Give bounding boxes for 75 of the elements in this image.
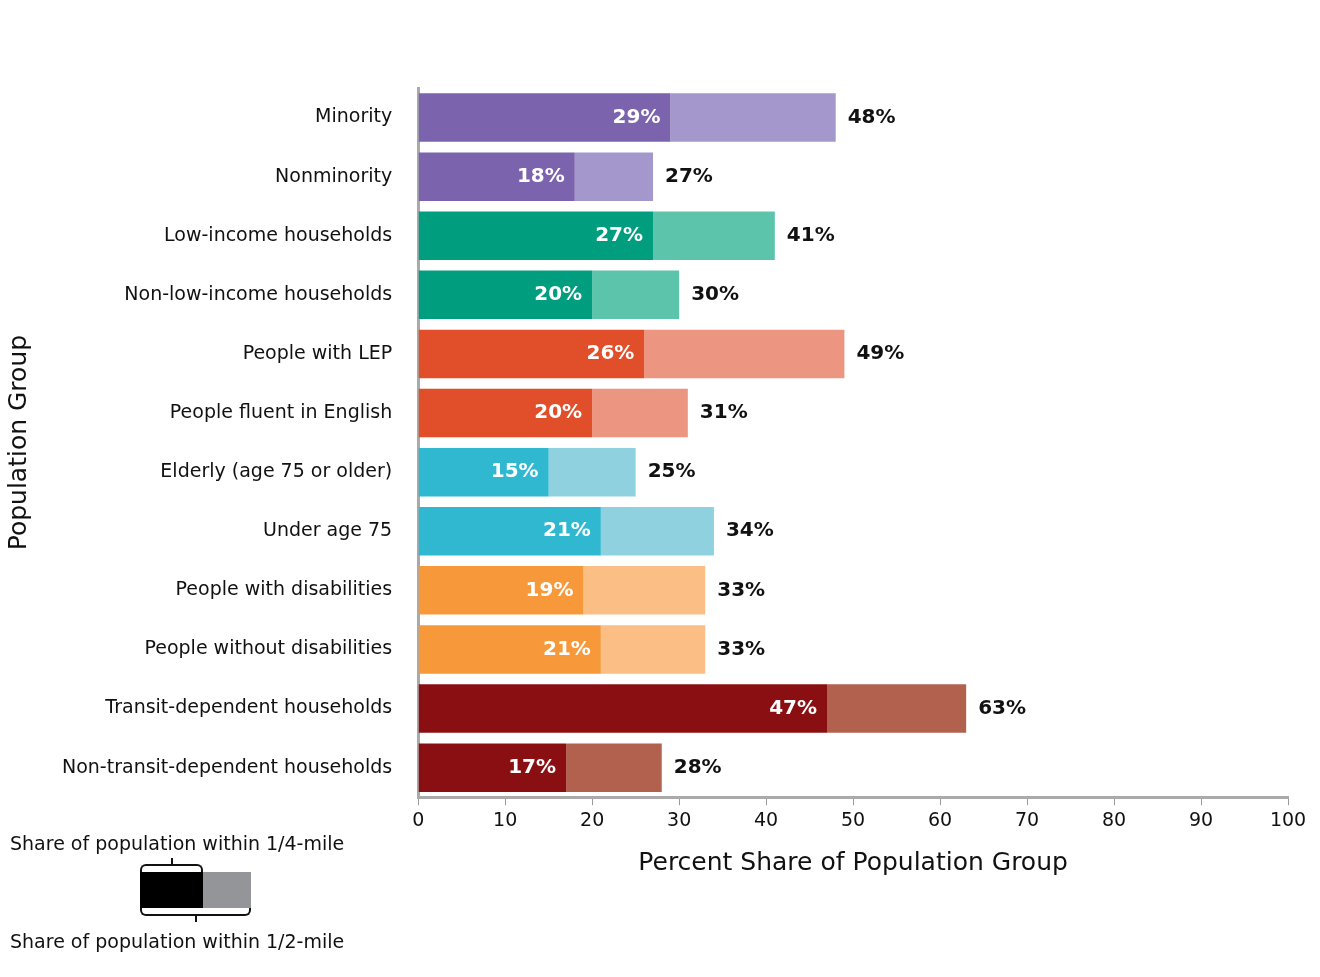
y-tick-label: People without disabilities bbox=[144, 636, 393, 659]
y-tick-label: Under age 75 bbox=[263, 518, 393, 541]
x-tick-label: 100 bbox=[1269, 807, 1307, 830]
y-tick-label: People with LEP bbox=[242, 340, 393, 363]
bar bbox=[418, 684, 827, 733]
bar bbox=[653, 211, 775, 260]
x-tick-label: 10 bbox=[493, 807, 518, 830]
bar bbox=[418, 447, 549, 497]
y-tick-label: Transit-dependent households bbox=[104, 695, 393, 718]
data-label: 27% bbox=[595, 221, 644, 246]
total-label: 48% bbox=[847, 103, 896, 128]
y-tick-label: Minority bbox=[315, 104, 393, 127]
y-axis-title: Population Group bbox=[2, 334, 32, 551]
x-tick-label: 20 bbox=[580, 807, 605, 830]
total-label: 33% bbox=[717, 576, 766, 601]
y-tick-label: People with disabilities bbox=[175, 577, 393, 600]
bar bbox=[548, 447, 636, 497]
bar bbox=[418, 270, 593, 320]
bar bbox=[418, 566, 584, 615]
bar bbox=[566, 743, 662, 792]
x-tick-label: 80 bbox=[1101, 807, 1127, 830]
x-tick-label: 40 bbox=[754, 807, 779, 830]
total-label: 27% bbox=[665, 162, 713, 187]
total-label: 33% bbox=[717, 635, 766, 660]
bar bbox=[592, 270, 680, 320]
x-axis-title: Percent Share of Population Group bbox=[638, 846, 1068, 876]
y-tick-label: Non-transit-dependent households bbox=[61, 754, 393, 777]
bar bbox=[592, 388, 688, 438]
text: Share of population within 1/4-mile bbox=[10, 832, 346, 854]
total-label: 28% bbox=[673, 753, 722, 778]
bar bbox=[418, 211, 654, 260]
total-label: 49% bbox=[856, 340, 905, 365]
data-label: 21% bbox=[542, 517, 591, 542]
y-tick-label: Elderly (age 75 or older) bbox=[160, 459, 393, 482]
bar bbox=[644, 329, 845, 379]
total-label: 31% bbox=[699, 399, 748, 424]
data-label: 29% bbox=[612, 103, 661, 128]
bar bbox=[418, 152, 575, 201]
y-tick-label: Low-income households bbox=[164, 222, 393, 245]
bar bbox=[827, 684, 967, 733]
data-label: 19% bbox=[525, 576, 574, 601]
bar bbox=[418, 93, 671, 142]
total-label: 63% bbox=[978, 694, 1027, 719]
x-tick-label: 30 bbox=[667, 807, 692, 830]
y-tick-label: Nonminority bbox=[275, 163, 393, 186]
data-label: 18% bbox=[516, 162, 565, 187]
bar bbox=[670, 93, 836, 142]
x-tick-label: 0 bbox=[412, 807, 425, 830]
bar bbox=[418, 388, 593, 438]
bar bbox=[418, 625, 601, 674]
bar bbox=[418, 743, 567, 792]
total-label: 41% bbox=[786, 221, 835, 246]
total-label: 30% bbox=[691, 281, 740, 306]
data-label: 26% bbox=[586, 340, 635, 365]
total-label: 25% bbox=[647, 458, 696, 483]
bar bbox=[600, 507, 714, 556]
data-label: 20% bbox=[534, 281, 583, 306]
data-label: 17% bbox=[508, 753, 557, 778]
bar bbox=[418, 329, 645, 379]
bar bbox=[574, 152, 654, 201]
text: Share of population within 1/2-mile bbox=[10, 930, 346, 952]
bar bbox=[418, 507, 601, 556]
bar bbox=[583, 566, 706, 615]
y-tick-label: People fluent in English bbox=[169, 399, 393, 422]
data-label: 21% bbox=[542, 635, 591, 660]
y-tick-label: Non-low-income households bbox=[124, 281, 393, 304]
x-tick-label: 50 bbox=[841, 807, 866, 830]
x-tick-label: 90 bbox=[1188, 807, 1214, 830]
bar bbox=[600, 625, 706, 674]
data-label: 20% bbox=[534, 399, 583, 424]
data-label: 47% bbox=[769, 694, 817, 719]
x-tick-label: 70 bbox=[1014, 807, 1040, 830]
x-tick-label: 60 bbox=[927, 807, 953, 830]
data-label: 15% bbox=[490, 458, 539, 483]
total-label: 34% bbox=[725, 517, 774, 542]
